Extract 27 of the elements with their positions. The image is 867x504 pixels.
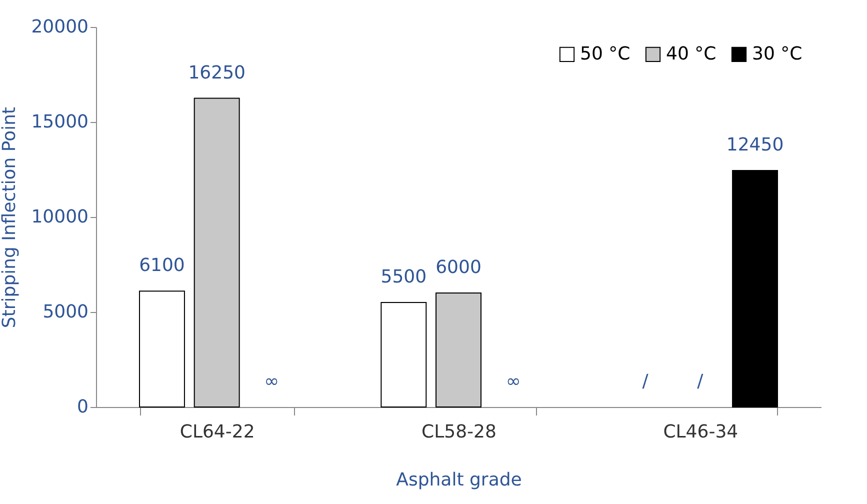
legend-label: 30 °C (752, 43, 802, 64)
bar (732, 170, 778, 408)
data-label: 6100 (139, 255, 185, 276)
y-tick-label: 0 (77, 396, 88, 418)
y-tick-label: 15000 (31, 112, 88, 132)
x-tick-label: CL58-28 (422, 422, 496, 442)
data-label: 16250 (188, 62, 246, 84)
y-tick-label: 5000 (42, 302, 88, 322)
x-tick-label: CL46-34 (663, 422, 738, 442)
data-label: 5500 (380, 266, 427, 288)
bar (194, 98, 240, 408)
y-axis-title: Stripping Inflection Point (0, 106, 20, 328)
text: ∞ (264, 371, 280, 392)
text: ∞ (506, 371, 521, 392)
text: / (642, 371, 648, 392)
bar (380, 302, 427, 408)
x-axis-title: Asphalt grade (396, 470, 522, 490)
data-label: 12450 (726, 134, 784, 156)
x-tick-label: CL64-22 (180, 422, 255, 442)
bar (436, 292, 482, 408)
legend-label: 50 °C (580, 43, 630, 64)
data-label: 6000 (436, 257, 482, 278)
text: / (697, 371, 704, 392)
y-tick-label: 10000 (31, 206, 88, 228)
legend-label: 40 °C (666, 43, 716, 64)
bar (139, 290, 185, 408)
y-tick-label: 20000 (31, 16, 88, 38)
